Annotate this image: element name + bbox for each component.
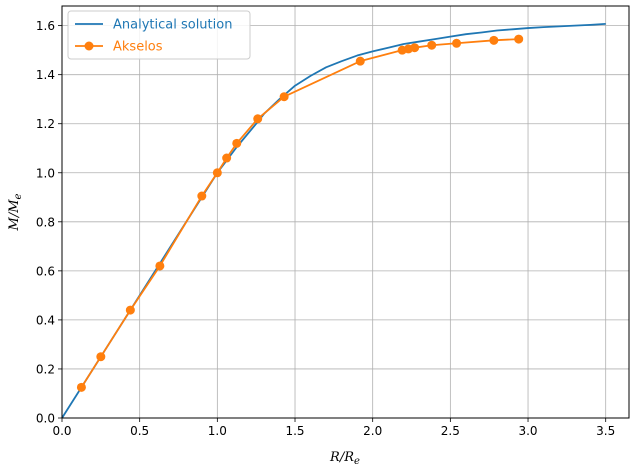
y-tick-label: 0.6 xyxy=(36,264,55,278)
data-point-akselos xyxy=(212,168,222,178)
data-point-akselos xyxy=(125,305,135,315)
y-tick-label: 1.6 xyxy=(36,19,55,33)
data-point-akselos xyxy=(232,138,242,148)
data-point-akselos xyxy=(410,43,420,53)
data-point-akselos xyxy=(452,38,462,48)
y-tick-label: 0.2 xyxy=(36,362,55,376)
x-tick-label: 3.0 xyxy=(518,424,537,438)
legend-marker-akselos xyxy=(84,41,94,51)
data-point-akselos xyxy=(76,382,86,392)
y-axis-label: M/Me xyxy=(7,193,24,231)
y-tick-label: 0.4 xyxy=(36,313,55,327)
data-point-akselos xyxy=(355,56,365,66)
data-point-akselos xyxy=(279,92,289,102)
x-tick-label: 3.5 xyxy=(596,424,615,438)
y-tick-label: 1.2 xyxy=(36,117,55,131)
legend: Analytical solution Akselos xyxy=(67,10,251,60)
x-tick-label: 0.5 xyxy=(130,424,149,438)
data-point-akselos xyxy=(155,261,165,271)
data-point-akselos xyxy=(427,40,437,50)
data-point-akselos xyxy=(197,191,207,201)
x-tick-label: 0.0 xyxy=(52,424,71,438)
y-tick-label: 1.0 xyxy=(36,166,55,180)
legend-label-akselos: Akselos xyxy=(113,40,163,55)
data-point-akselos xyxy=(253,114,263,124)
series-line-analytical xyxy=(61,23,606,419)
y-tick-label: 0.0 xyxy=(36,412,55,426)
tick-layer: 0.0 0.5 1.0 1.5 2.0 2.5 3.0 3.5 0.0 0.2 0.4 0.6 0.8 1… xyxy=(36,19,615,438)
x-tick-label: 1.5 xyxy=(285,424,304,438)
plot-frame xyxy=(61,5,630,419)
data-point-akselos xyxy=(96,352,106,362)
y-tick-label: 1.4 xyxy=(36,68,55,82)
x-tick-label: 2.0 xyxy=(363,424,382,438)
legend-label-analytical: Analytical solution xyxy=(113,18,232,33)
series-layer xyxy=(61,23,606,419)
series-line-akselos xyxy=(80,38,519,388)
data-point-akselos xyxy=(222,153,232,163)
x-axis-label: R/Re xyxy=(329,450,360,467)
y-tick-label: 0.8 xyxy=(36,215,55,229)
legend-box xyxy=(67,10,251,60)
x-tick-label: 2.5 xyxy=(441,424,460,438)
data-point-akselos xyxy=(489,35,499,45)
x-tick-label: 1.0 xyxy=(208,424,227,438)
data-point-akselos xyxy=(514,34,524,44)
